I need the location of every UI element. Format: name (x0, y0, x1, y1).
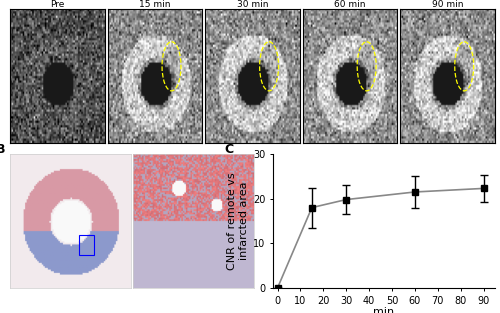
X-axis label: min: min (374, 307, 394, 313)
Title: 60 min: 60 min (334, 0, 366, 9)
Text: C: C (224, 143, 233, 156)
Title: 15 min: 15 min (139, 0, 170, 9)
Y-axis label: CNR of remote vs
infarcted area: CNR of remote vs infarcted area (227, 172, 248, 270)
Text: B: B (0, 143, 5, 156)
Title: 90 min: 90 min (432, 0, 464, 9)
Title: Pre: Pre (50, 0, 64, 9)
Title: 30 min: 30 min (237, 0, 268, 9)
Bar (79, 235, 94, 255)
